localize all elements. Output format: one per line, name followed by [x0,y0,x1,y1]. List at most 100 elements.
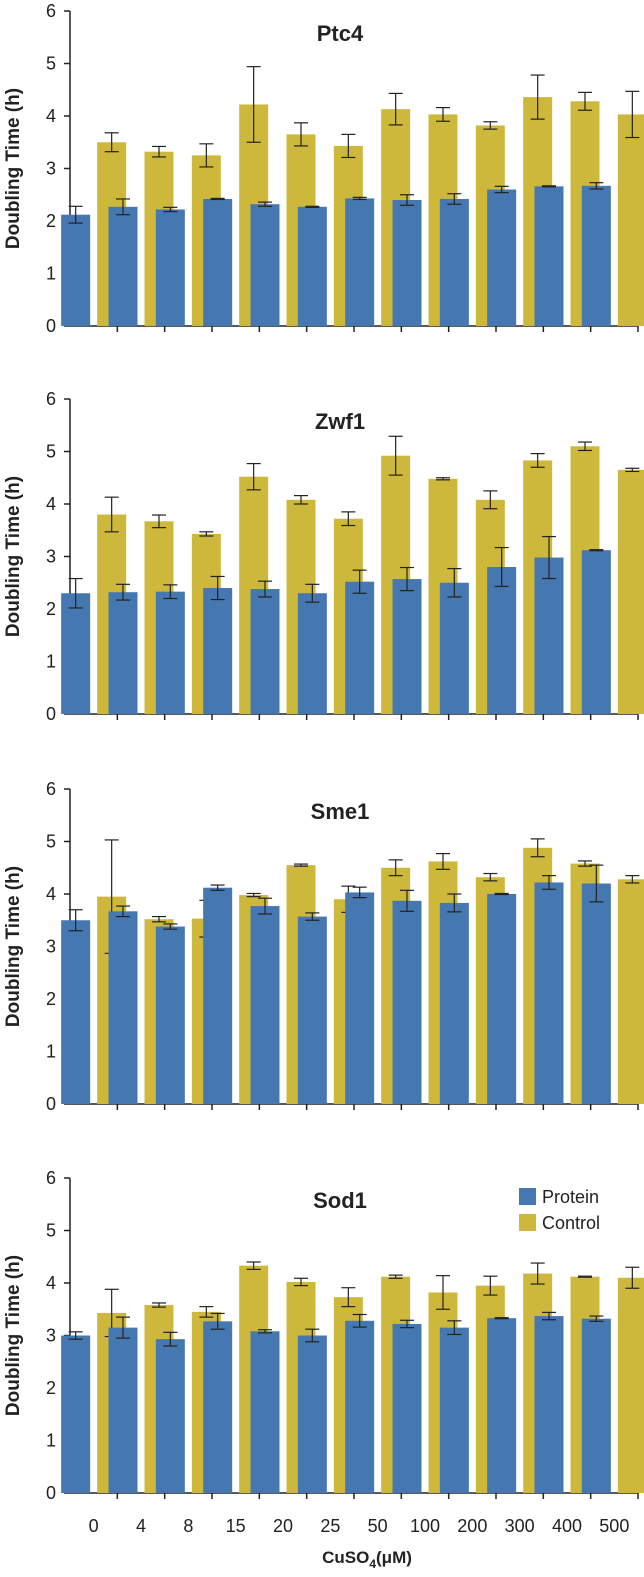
x-axis-label: CuSO4(μM) [322,1548,412,1571]
legend-swatch-protein [519,1188,536,1205]
x-tick-label: 400 [552,1516,582,1536]
y-tick-label: 3 [46,159,56,179]
error-bar-protein-20 [258,201,272,207]
error-bar-control-300 [530,453,545,468]
bar-protein-100 [392,579,422,714]
error-bar-control-0 [104,132,119,153]
error-bar-control-20 [294,863,308,867]
error-bar-protein-500 [589,182,604,190]
bar-protein-25 [297,206,327,326]
y-tick-label: 2 [46,599,56,619]
error-bar-protein-8 [163,206,178,213]
panel-title: Zwf1 [315,409,365,434]
bar-protein-500 [581,883,611,1104]
y-tick-label: 5 [46,442,56,462]
bar-protein-8 [155,926,185,1104]
error-bar-protein-500 [589,549,604,552]
bar-protein-8 [155,1339,185,1493]
error-bar-control-25 [341,133,356,159]
bar-protein-100 [392,200,422,326]
x-tick-label: 100 [410,1516,440,1536]
error-bar-protein-100 [400,1319,414,1329]
error-bar-control-8 [199,1306,214,1318]
error-bar-protein-15 [210,884,225,891]
y-tick-label: 2 [46,989,56,1009]
error-bar-protein-25 [305,205,320,208]
bar-protein-500 [581,185,611,326]
panel-title: Sod1 [313,1188,367,1213]
bar-protein-50 [345,1320,375,1493]
bar-protein-100 [392,1323,422,1493]
bar-protein-300 [487,567,517,714]
legend-label-protein: Protein [542,1187,599,1207]
error-bar-protein-300 [494,892,509,896]
bar-protein-25 [297,1335,327,1493]
bar-protein-400 [534,186,564,326]
error-bar-protein-500 [589,864,604,903]
y-axis-label: Doubling Time (h) [3,1255,24,1416]
error-bar-protein-50 [352,1313,367,1328]
error-bar-control-400 [578,860,592,867]
error-bar-control-200 [483,1275,498,1296]
error-bar-control-300 [530,1262,545,1285]
error-bar-control-200 [483,121,498,130]
bar-protein-400 [534,557,564,714]
error-bar-protein-400 [542,875,556,890]
panel-title: Sme1 [311,799,370,824]
y-tick-label: 0 [46,704,56,724]
error-bar-protein-8 [163,923,178,930]
error-bar-control-15 [246,892,261,898]
error-bar-protein-200 [447,1320,462,1336]
error-bar-protein-200 [447,893,462,913]
bar-protein-15 [203,588,233,714]
y-tick-label: 2 [46,211,56,231]
error-bar-control-400 [578,91,592,111]
bar-protein-4 [108,206,138,326]
x-tick-label: 15 [226,1516,246,1536]
bar-protein-15 [203,198,233,326]
error-bar-protein-8 [163,584,178,600]
bar-control-500 [617,1277,644,1493]
error-bar-control-500 [625,875,640,884]
x-axis-label-main: CuSO [322,1548,369,1567]
error-bar-control-200 [483,490,498,510]
error-bar-protein-300 [494,1317,509,1320]
error-bar-control-8 [199,143,214,168]
y-axis-label: Doubling Time (h) [3,88,24,249]
x-tick-label: 0 [89,1516,99,1536]
error-bar-protein-4 [116,1316,130,1339]
error-bar-protein-0 [68,909,83,932]
bar-protein-15 [203,887,233,1104]
y-tick-label: 1 [46,652,56,672]
panel-zwf1: 0 1 2 3 4 5 6 Doubling Time (h) Zwf1 [3,389,644,724]
bar-protein-20 [250,589,280,714]
x-tick-label: 300 [505,1516,535,1536]
error-bar-control-4 [152,145,166,158]
panels: 0 1 2 3 4 5 6 Doubling Time (h) Ptc4 0 1 2 3 4 5 6 Doubl… [3,1,644,1536]
error-bar-control-15 [246,462,261,491]
panel-sod1: 0 1 2 3 4 5 6 Doubling Time (h) Sod1 0 4 8 15 20 25 50 1… [3,1168,644,1536]
y-tick-label: 0 [46,1094,56,1114]
error-bar-protein-0 [68,577,83,609]
bar-protein-100 [392,900,422,1104]
bar-protein-4 [108,911,138,1104]
error-bar-control-0 [104,496,119,533]
bar-control-500 [617,879,644,1104]
error-bar-control-8 [199,531,214,537]
x-tick-label: 25 [320,1516,340,1536]
y-tick-label: 1 [46,264,56,284]
error-bar-protein-0 [68,205,83,224]
error-bar-control-400 [578,441,592,452]
error-bar-control-50 [388,1274,403,1279]
error-bar-protein-400 [542,185,556,188]
y-tick-label: 6 [46,389,56,409]
error-bar-control-4 [152,514,166,529]
y-axis-label: Doubling Time (h) [3,866,24,1027]
error-bar-protein-15 [210,575,225,601]
bar-protein-500 [581,550,611,714]
error-bar-protein-25 [305,583,320,603]
error-bar-protein-4 [116,905,130,918]
error-bar-control-200 [483,872,498,882]
y-tick-label: 3 [46,937,56,957]
